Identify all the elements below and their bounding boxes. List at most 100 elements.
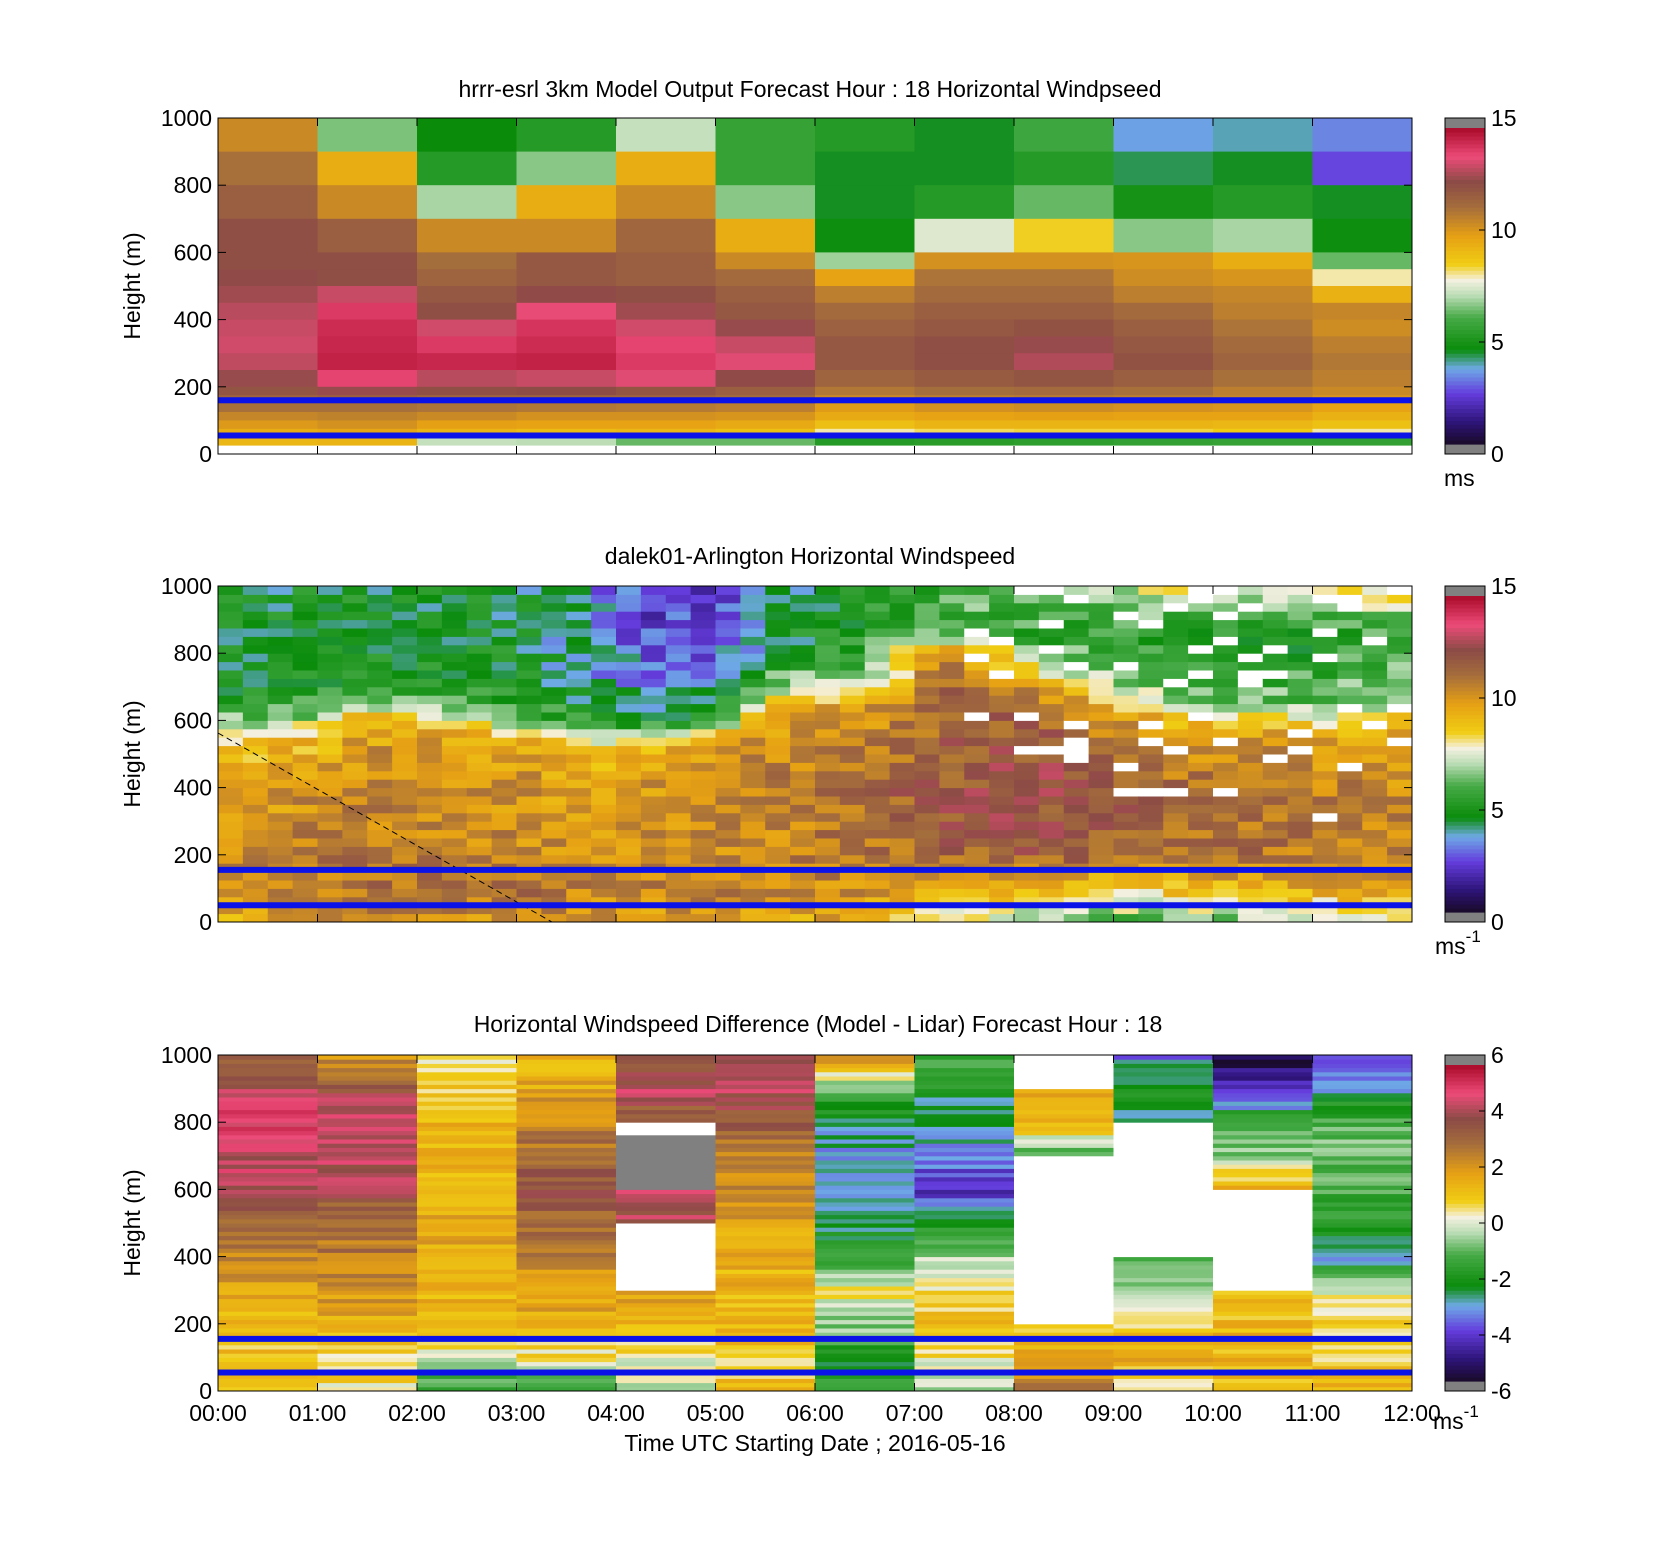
heatmap-cell: [1138, 686, 1164, 696]
heatmap-cell: [1113, 403, 1214, 413]
heatmap-cell: [242, 611, 269, 621]
heatmap-cell: [1312, 185, 1413, 220]
colorbar-segment: [1445, 254, 1485, 259]
heatmap-cell: [1063, 644, 1090, 654]
heatmap-cell: [591, 812, 617, 822]
heatmap-cell: [267, 905, 294, 915]
heatmap-cell: [317, 1189, 418, 1195]
heatmap-cell: [1237, 628, 1264, 637]
heatmap-cell: [1088, 812, 1114, 822]
heatmap-cell: [1063, 636, 1090, 646]
heatmap-cell: [1188, 829, 1214, 839]
heatmap-cell: [715, 1382, 816, 1388]
heatmap-cell: [491, 619, 517, 629]
colorbar-segment: [1445, 1155, 1485, 1161]
heatmap-cell: [989, 628, 1015, 637]
heatmap-cell: [1287, 829, 1313, 839]
heatmap-cell: [1038, 594, 1065, 604]
heatmap-cell: [417, 854, 443, 864]
heatmap-cell: [1213, 1181, 1313, 1186]
heatmap-cell: [989, 787, 1015, 797]
heatmap-cell: [1262, 812, 1289, 822]
x-tick-label: 00:00: [189, 1400, 247, 1426]
heatmap-cell: [839, 779, 866, 789]
heatmap-cell: [566, 661, 592, 671]
heatmap-cell: [1063, 896, 1090, 906]
heatmap-cell: [616, 1361, 716, 1367]
heatmap-cell: [342, 602, 368, 612]
heatmap-cell: [1113, 1101, 1214, 1106]
heatmap-cell: [964, 653, 990, 663]
heatmap-cell: [989, 695, 1015, 705]
heatmap-cell: [267, 871, 294, 881]
heatmap-cell: [516, 1071, 617, 1077]
heatmap-cell: [516, 846, 542, 856]
heatmap-cell: [1287, 804, 1313, 814]
colorbar-segment: [1445, 1309, 1485, 1315]
heatmap-cell: [815, 1193, 915, 1199]
heatmap-cell: [1088, 905, 1114, 915]
heatmap-cell: [317, 1126, 418, 1132]
heatmap-cell: [715, 1349, 816, 1354]
heatmap-cell: [815, 353, 915, 371]
heatmap-cell: [964, 787, 990, 797]
heatmap-cell: [939, 653, 965, 663]
heatmap-cell: [616, 1160, 716, 1165]
heatmap-cell: [466, 661, 493, 671]
heatmap-cell: [342, 829, 368, 839]
heatmap-cell: [765, 779, 791, 789]
heatmap-cell: [1237, 670, 1264, 679]
heatmap-cell: [317, 1357, 418, 1363]
heatmap-cell: [1113, 1298, 1214, 1304]
heatmap-cell: [690, 628, 716, 637]
colorbar-segment: [1445, 686, 1485, 692]
heatmap-cell: [1312, 1160, 1413, 1165]
heatmap-cell: [790, 653, 816, 663]
heatmap-cell: [616, 1260, 716, 1266]
heatmap-cell: [616, 386, 716, 396]
colorbar-segment: [1445, 1341, 1485, 1347]
heatmap-cell: [989, 846, 1015, 856]
heatmap-cell: [1312, 1269, 1413, 1274]
colorbar-segment: [1445, 1353, 1485, 1358]
heatmap-cell: [815, 1227, 915, 1232]
heatmap-cell: [815, 846, 841, 856]
heatmap-cell: [1138, 812, 1164, 822]
heatmap-cell: [516, 1134, 617, 1140]
heatmap-cell: [1113, 1113, 1214, 1119]
heatmap-cell: [616, 644, 642, 654]
heatmap-cell: [1088, 653, 1114, 663]
heatmap-cell: [715, 412, 816, 421]
heatmap-cell: [815, 1302, 915, 1308]
heatmap-cell: [218, 1109, 318, 1115]
heatmap-cell: [640, 779, 667, 789]
heatmap-cell: [466, 854, 493, 864]
heatmap-cell: [1312, 871, 1338, 881]
heatmap-cell: [790, 770, 816, 780]
heatmap-cell: [417, 1164, 517, 1169]
x-tick-label: 04:00: [587, 1400, 645, 1426]
heatmap-cell: [466, 686, 493, 696]
heatmap-cell: [790, 628, 816, 637]
heatmap-cell: [964, 913, 990, 923]
heatmap-cell: [367, 754, 393, 763]
heatmap-cell: [665, 796, 692, 805]
heatmap-cell: [1014, 1101, 1114, 1106]
heatmap-cell: [1113, 286, 1214, 304]
heatmap-cell: [939, 762, 965, 772]
heatmap-cell: [1063, 804, 1090, 814]
heatmap-cell: [342, 611, 368, 621]
heatmap-cell: [466, 728, 493, 738]
colorbar-segment: [1445, 270, 1485, 275]
heatmap-cell: [864, 644, 891, 654]
heatmap-cell: [740, 611, 766, 621]
heatmap-cell: [1014, 1353, 1114, 1358]
heatmap-cell: [218, 1357, 318, 1363]
heatmap-cell: [640, 796, 667, 805]
heatmap-cell: [317, 896, 343, 906]
heatmap-cell: [1113, 871, 1139, 881]
heatmap-cell: [367, 636, 393, 646]
colorbar-segment: [1445, 1108, 1485, 1113]
heatmap-cell: [516, 1286, 617, 1291]
heatmap-cell: [665, 678, 692, 688]
